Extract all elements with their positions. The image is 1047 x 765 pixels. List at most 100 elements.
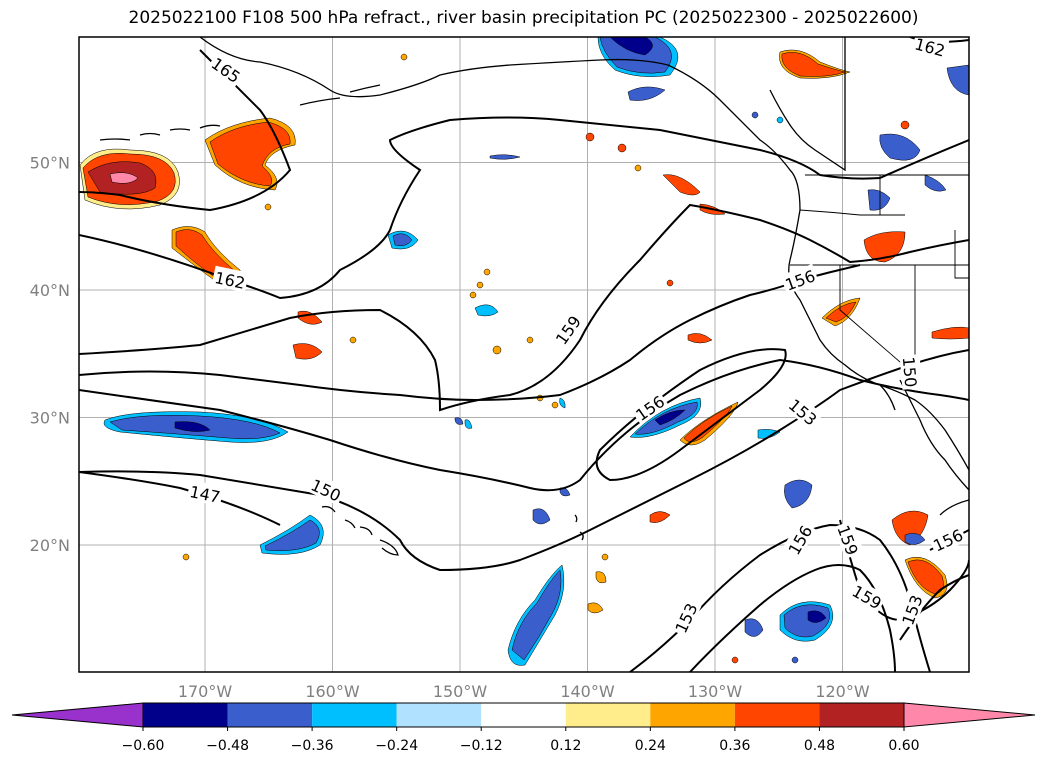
colorbar bbox=[11, 702, 1036, 728]
coastline-hawaii bbox=[321, 505, 399, 556]
precip-blob-negative bbox=[489, 154, 521, 160]
plot-area bbox=[79, 37, 969, 672]
colorbar-segment bbox=[819, 703, 904, 727]
contour-label-bg bbox=[911, 37, 950, 61]
precip-blob-negative bbox=[751, 111, 759, 119]
contour-label-bg bbox=[306, 472, 347, 506]
precip-blob-negative bbox=[454, 417, 464, 425]
border-ca-nv bbox=[839, 265, 916, 376]
precip-blob-negative bbox=[174, 421, 211, 432]
lat-tick-label: 30°N bbox=[30, 409, 70, 428]
precip-blob-negative bbox=[744, 618, 764, 637]
precip-blob-positive bbox=[492, 345, 502, 355]
contour-159 bbox=[79, 203, 969, 412]
coastline-us-west bbox=[788, 209, 969, 471]
lon-tick-label: 130°W bbox=[688, 682, 743, 701]
precip-blob-positive bbox=[687, 333, 713, 344]
contour-label-bg bbox=[186, 479, 224, 507]
coastline-islands-misc bbox=[574, 514, 584, 541]
colorbar-segment bbox=[143, 703, 228, 727]
coastline-alaska bbox=[199, 37, 801, 211]
latitude-labels: 20°N 30°N 40°N 50°N bbox=[30, 154, 70, 556]
colorbar-segment bbox=[227, 703, 313, 727]
precip-blob-negative bbox=[904, 533, 926, 545]
colorbar-segment bbox=[650, 703, 735, 727]
contour-label-bg bbox=[927, 522, 968, 556]
precip-blob-positive bbox=[209, 121, 291, 187]
coastline-alaska-islands bbox=[99, 84, 381, 141]
precip-blob-positive bbox=[349, 336, 357, 344]
contour-label-bg bbox=[847, 578, 888, 614]
precip-blob-negative bbox=[946, 64, 969, 96]
precip-blob-negative bbox=[654, 409, 686, 426]
colorbar-tick-label: 0.24 bbox=[635, 738, 666, 754]
lon-tick-label: 140°W bbox=[560, 682, 615, 701]
precip-blob-positive bbox=[666, 279, 674, 287]
colorbar-tick-label: 0.36 bbox=[719, 738, 750, 754]
precip-blob-positive bbox=[662, 174, 701, 196]
precip-blob-negative bbox=[609, 37, 653, 56]
precip-blob-negative bbox=[879, 133, 921, 161]
colorbar-segment bbox=[565, 703, 651, 727]
colorbar-tick-label: −0.12 bbox=[460, 738, 503, 754]
contour-label-bg bbox=[549, 309, 586, 350]
precip-blob-positive bbox=[476, 281, 484, 289]
precip-blob-negative bbox=[474, 304, 499, 317]
precip-blob-positive bbox=[863, 231, 906, 263]
contour-label-bg bbox=[833, 520, 865, 560]
precip-blob-positive bbox=[900, 120, 910, 130]
precip-blob-negative bbox=[392, 233, 413, 247]
contour-162 bbox=[79, 116, 969, 300]
precip-blob-positive bbox=[182, 553, 190, 561]
lon-tick-label: 160°W bbox=[305, 682, 360, 701]
precip-blob-positive bbox=[634, 164, 642, 172]
coastline-baja bbox=[879, 379, 969, 491]
colorbar-segment bbox=[481, 703, 566, 727]
precip-blob-positive bbox=[109, 172, 139, 184]
precip-blob-positive bbox=[585, 132, 595, 142]
precip-blob-negative bbox=[807, 610, 827, 623]
longitude-labels: 170°W 160°W 150°W 140°W 130°W 120°W bbox=[178, 682, 870, 701]
precip-blob-negative bbox=[599, 37, 672, 74]
precip-blob-positive bbox=[551, 401, 559, 409]
contour-label-bg bbox=[899, 354, 923, 390]
map-frame bbox=[78, 36, 970, 673]
precip-blob-positive bbox=[601, 553, 609, 561]
contour-156 bbox=[79, 264, 861, 402]
contour-label-bg bbox=[780, 263, 820, 295]
precip-blob-negative bbox=[264, 519, 320, 551]
colorbar-tick-label: −0.60 bbox=[122, 738, 165, 754]
precip-blob-positive bbox=[617, 143, 627, 153]
precip-blob-positive bbox=[731, 656, 739, 664]
precip-blob-positive bbox=[931, 326, 969, 340]
precip-blob-negative bbox=[776, 116, 784, 124]
precip-blob-negative bbox=[924, 174, 947, 192]
contour-label-bg bbox=[784, 392, 824, 430]
colorbar-tick-label: −0.48 bbox=[206, 738, 249, 754]
colorbar-tick-label: −0.36 bbox=[291, 738, 334, 754]
colorbar-extend-high bbox=[903, 702, 1036, 728]
contour-153-loop bbox=[595, 348, 787, 482]
contour-label-bg bbox=[895, 590, 927, 630]
colorbar-frame bbox=[142, 702, 905, 728]
lat-tick-label: 50°N bbox=[30, 154, 70, 173]
precip-blob-positive bbox=[526, 336, 534, 344]
precip-blob-negative bbox=[511, 569, 562, 661]
colorbar-segment bbox=[396, 703, 482, 727]
precip-blob-positive bbox=[587, 602, 604, 614]
lon-tick-label: 170°W bbox=[178, 682, 233, 701]
precip-blob-negative bbox=[784, 479, 813, 509]
precip-blob-positive bbox=[264, 203, 272, 211]
colorbar-tick-label: 0.48 bbox=[804, 738, 835, 754]
gridlines bbox=[79, 37, 969, 672]
precip-blob-positive bbox=[297, 310, 323, 325]
precip-blob-negative bbox=[532, 508, 551, 525]
precip-blob-positive bbox=[469, 291, 477, 299]
coastline-mexico bbox=[939, 499, 969, 516]
precip-blob-positive bbox=[649, 511, 671, 523]
colorbar-tick-label: −0.24 bbox=[375, 738, 418, 754]
contour-label-bg bbox=[629, 389, 670, 426]
precip-blob-negative bbox=[627, 86, 666, 101]
precip-blob-positive bbox=[825, 301, 857, 323]
